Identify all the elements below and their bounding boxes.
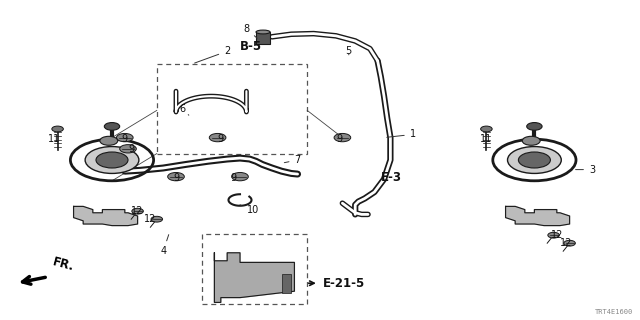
Text: 2: 2 [195, 46, 230, 63]
Text: 1: 1 [387, 129, 416, 140]
Bar [157, 64, 307, 154]
Text: 3: 3 [575, 164, 595, 175]
Text: 12: 12 [550, 230, 563, 240]
Text: 9: 9 [336, 134, 342, 144]
Ellipse shape [256, 30, 270, 34]
Circle shape [120, 145, 136, 153]
Text: 10: 10 [240, 204, 259, 215]
Polygon shape [74, 206, 138, 226]
Circle shape [522, 136, 540, 145]
Text: 11: 11 [48, 134, 61, 144]
Bar [256, 32, 270, 44]
Circle shape [527, 123, 542, 130]
Text: 9: 9 [230, 172, 237, 183]
Text: 9: 9 [122, 134, 128, 144]
Text: 9: 9 [128, 144, 134, 154]
Bar [282, 274, 291, 293]
Circle shape [518, 152, 550, 168]
Polygon shape [214, 253, 294, 302]
Text: B-5: B-5 [240, 40, 262, 53]
Circle shape [100, 136, 118, 145]
Text: 12: 12 [560, 238, 573, 248]
Circle shape [116, 133, 133, 142]
Text: 5: 5 [346, 46, 352, 56]
Text: E-3: E-3 [381, 171, 402, 184]
Text: 8: 8 [243, 24, 257, 38]
Circle shape [508, 147, 561, 173]
Text: TRT4E1600: TRT4E1600 [595, 309, 634, 315]
Circle shape [151, 216, 163, 222]
Circle shape [52, 126, 63, 132]
Circle shape [168, 172, 184, 181]
Text: 12: 12 [131, 206, 144, 216]
Circle shape [96, 152, 128, 168]
Polygon shape [506, 206, 570, 226]
Text: 9: 9 [218, 134, 224, 144]
Circle shape [232, 172, 248, 181]
Circle shape [209, 133, 226, 142]
Circle shape [334, 133, 351, 142]
Text: FR.: FR. [51, 255, 76, 274]
Text: 4: 4 [160, 235, 169, 256]
Text: E-21-5: E-21-5 [323, 277, 365, 290]
Circle shape [564, 240, 575, 246]
Text: 11: 11 [480, 134, 493, 144]
Text: 12: 12 [144, 214, 157, 224]
Circle shape [548, 232, 559, 238]
Text: 7: 7 [284, 155, 301, 165]
Circle shape [85, 147, 139, 173]
Circle shape [481, 126, 492, 132]
Text: 9: 9 [173, 172, 179, 183]
Circle shape [104, 123, 120, 130]
Text: 6: 6 [179, 104, 189, 115]
Bar [202, 234, 307, 304]
Circle shape [132, 208, 143, 214]
